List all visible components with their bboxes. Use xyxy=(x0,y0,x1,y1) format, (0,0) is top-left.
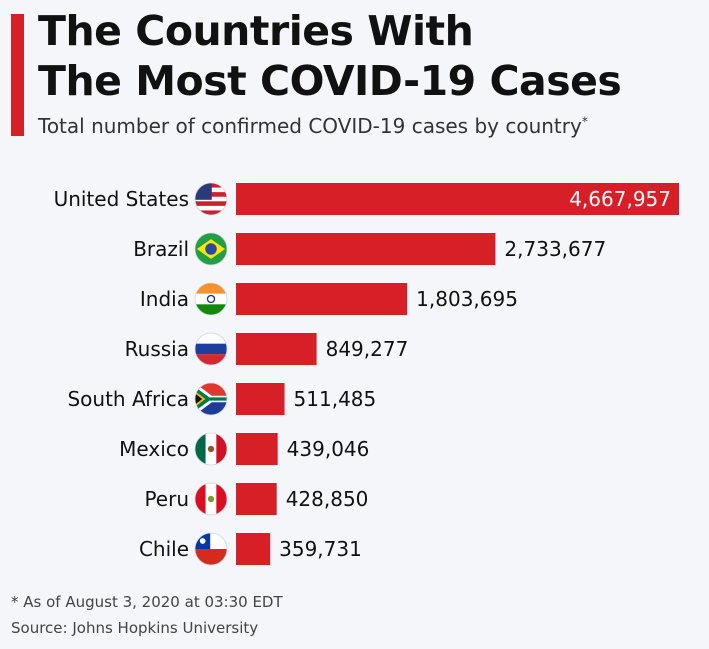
flag-border xyxy=(194,332,228,366)
value-label-india: 1,803,695 xyxy=(416,287,518,311)
us-flag-icon xyxy=(195,183,227,215)
chart-title-line-1: The Countries With xyxy=(38,7,474,55)
flag-border xyxy=(194,482,228,516)
category-label-mexico: Mexico xyxy=(119,437,189,461)
flag-border xyxy=(194,532,228,566)
source-note: Source: Johns Hopkins University xyxy=(11,619,259,637)
flag-border xyxy=(194,282,228,316)
value-label-peru: 428,850 xyxy=(286,487,369,511)
bar-chart: United States 4,667,957 Brazil 2,733,677 Ind… xyxy=(54,182,679,566)
bar-united-states xyxy=(236,183,679,215)
category-label-united-states: United States xyxy=(54,187,189,211)
title-accent-bar xyxy=(11,14,24,136)
flag-border xyxy=(194,432,228,466)
bar-peru xyxy=(236,483,277,515)
value-label-brazil: 2,733,677 xyxy=(504,237,606,261)
chart-title-line-2: The Most COVID-19 Cases xyxy=(38,57,622,105)
category-label-india: India xyxy=(140,287,189,311)
india-flag-icon xyxy=(195,283,227,315)
category-label-peru: Peru xyxy=(144,487,189,511)
chile-flag-icon xyxy=(195,533,227,565)
bar-mexico xyxy=(236,433,278,465)
chart-subtitle-text: Total number of confirmed COVID-19 cases… xyxy=(38,114,582,138)
chart-title: The Countries With The Most COVID-19 Cas… xyxy=(38,6,622,106)
bar-south-africa xyxy=(236,383,285,415)
category-label-south-africa: South Africa xyxy=(67,387,189,411)
footnote-marker: * xyxy=(581,114,588,129)
mexico-flag-icon xyxy=(195,433,227,465)
bar-india xyxy=(236,283,408,315)
value-label-mexico: 439,046 xyxy=(287,437,370,461)
category-label-brazil: Brazil xyxy=(133,237,189,261)
category-label-russia: Russia xyxy=(125,337,189,361)
flag-border xyxy=(194,232,228,266)
russia-flag-icon xyxy=(195,333,227,365)
category-label-chile: Chile xyxy=(139,537,189,561)
bar-brazil xyxy=(236,233,496,265)
flag-border xyxy=(194,182,228,216)
bar-russia xyxy=(236,333,317,365)
bar-chile xyxy=(236,533,271,565)
value-label-russia: 849,277 xyxy=(326,337,409,361)
chart-subtitle: Total number of confirmed COVID-19 cases… xyxy=(38,114,588,138)
peru-flag-icon xyxy=(195,483,227,515)
footnote-date: * As of August 3, 2020 at 03:30 EDT xyxy=(11,593,283,611)
value-label-united-states: 4,667,957 xyxy=(569,187,671,211)
flag-border xyxy=(194,382,228,416)
value-label-south-africa: 511,485 xyxy=(294,387,377,411)
value-label-chile: 359,731 xyxy=(279,537,362,561)
south-africa-flag-icon xyxy=(195,383,227,415)
brazil-flag-icon xyxy=(195,233,227,265)
